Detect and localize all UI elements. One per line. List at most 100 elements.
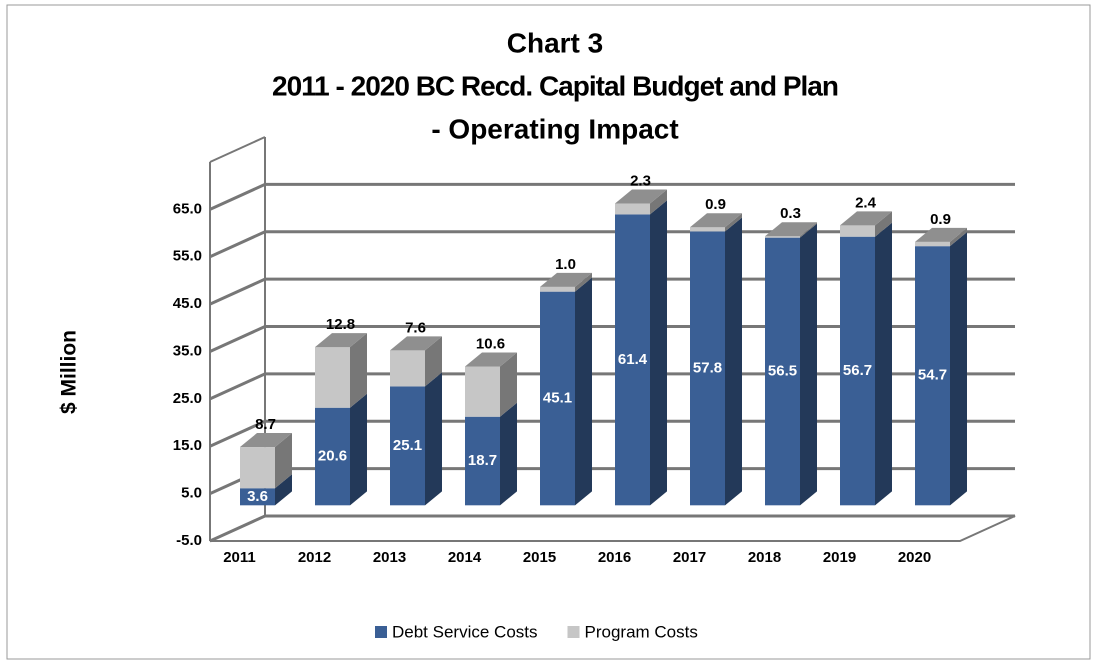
bar xyxy=(915,246,950,506)
bar xyxy=(690,231,725,506)
legend-label: Program Costs xyxy=(585,622,698,641)
x-tick-label: 2020 xyxy=(898,549,931,566)
bar-side xyxy=(275,474,292,506)
bar-side xyxy=(425,372,442,506)
bar-top xyxy=(315,333,367,348)
y-tick-label: 15.0 xyxy=(173,437,202,454)
legend-swatch xyxy=(375,626,387,638)
bar-side xyxy=(800,222,817,238)
x-tick-label: 2017 xyxy=(673,549,706,566)
chart-title: Chart 3 xyxy=(507,27,603,58)
legend-swatch xyxy=(567,626,580,638)
bar-top xyxy=(765,222,817,237)
data-label: 56.7 xyxy=(843,362,872,379)
y-tick-label: 55.0 xyxy=(173,248,202,265)
bar-top xyxy=(915,227,967,242)
bar xyxy=(540,286,575,292)
bar-side xyxy=(350,333,367,408)
data-label: 12.8 xyxy=(326,316,355,333)
bar-side xyxy=(875,211,892,237)
y-tick-label: 45.0 xyxy=(173,295,202,312)
x-tick-label: 2016 xyxy=(598,549,631,566)
bar-side xyxy=(800,223,817,506)
data-label: 2.4 xyxy=(855,194,877,211)
bar-side xyxy=(500,402,517,506)
data-label: 2.3 xyxy=(630,173,651,190)
x-tick-label: 2012 xyxy=(298,549,331,566)
x-tick-label: 2019 xyxy=(823,549,856,566)
bar xyxy=(765,236,800,238)
bar-top xyxy=(390,336,442,351)
bar xyxy=(390,350,425,387)
data-label: 3.6 xyxy=(247,488,268,505)
bar xyxy=(915,241,950,247)
x-tick-label: 2018 xyxy=(748,549,781,566)
bar-top xyxy=(690,213,742,228)
bar xyxy=(465,366,500,417)
bar-side xyxy=(575,277,592,506)
bar-top xyxy=(615,189,667,204)
y-axis-label: $ Million xyxy=(58,330,81,414)
bar-side xyxy=(650,200,667,506)
bar xyxy=(465,416,500,506)
bar-side xyxy=(425,336,442,387)
bar-top xyxy=(840,211,892,226)
y-tick-label: 5.0 xyxy=(181,485,202,502)
bar xyxy=(315,407,350,506)
data-label: 7.6 xyxy=(405,319,426,336)
x-tick-label: 2014 xyxy=(448,549,482,566)
y-tick-label: 25.0 xyxy=(173,390,202,407)
data-label: 61.4 xyxy=(618,351,648,368)
bar xyxy=(615,214,650,506)
bar xyxy=(315,347,350,408)
bar xyxy=(240,488,275,506)
bar-top xyxy=(240,433,292,448)
bar-side xyxy=(275,433,292,489)
data-label: 18.7 xyxy=(468,452,497,469)
y-tick-label: 35.0 xyxy=(173,342,202,359)
bar-side xyxy=(950,232,967,506)
bar xyxy=(390,386,425,506)
bar xyxy=(765,237,800,506)
x-tick-label: 2013 xyxy=(373,549,406,566)
data-label: 1.0 xyxy=(555,256,576,273)
x-tick-label: 2011 xyxy=(223,549,256,566)
y-tick-label: 65.0 xyxy=(173,200,202,217)
bar-side xyxy=(725,217,742,506)
bar xyxy=(540,291,575,506)
data-label: 56.5 xyxy=(768,362,797,379)
y-tick-label: -5.0 xyxy=(176,532,202,549)
data-label: 54.7 xyxy=(918,367,947,384)
data-label: 57.8 xyxy=(693,359,722,376)
x-tick-label: 2015 xyxy=(523,549,556,566)
data-label: 10.6 xyxy=(476,335,505,352)
data-label: 0.9 xyxy=(930,211,951,228)
data-label: 20.6 xyxy=(318,447,347,464)
grid-line xyxy=(209,230,1015,259)
bar-side xyxy=(950,227,967,247)
bar-side xyxy=(500,352,517,417)
bar-side xyxy=(875,222,892,506)
grid-line xyxy=(209,514,1015,543)
bar-side xyxy=(725,213,742,232)
bar-top xyxy=(465,352,517,367)
chart-title: 2011 - 2020 BC Recd. Capital Budget and … xyxy=(272,70,838,101)
bar-side xyxy=(575,272,592,292)
bar-side xyxy=(650,189,667,215)
bar xyxy=(840,236,875,506)
grid-line xyxy=(209,182,1015,211)
axis-line xyxy=(209,136,266,163)
bar-top xyxy=(540,272,592,287)
bar-side xyxy=(350,393,367,506)
data-label: 0.3 xyxy=(780,205,801,222)
bar xyxy=(240,447,275,489)
legend-label: Debt Service Costs xyxy=(392,622,538,641)
data-label: 25.1 xyxy=(393,437,422,454)
bar xyxy=(690,227,725,232)
data-label: 8.7 xyxy=(255,416,276,433)
bar xyxy=(840,225,875,237)
chart-title: - Operating Impact xyxy=(431,113,678,144)
data-label: 45.1 xyxy=(543,389,572,406)
